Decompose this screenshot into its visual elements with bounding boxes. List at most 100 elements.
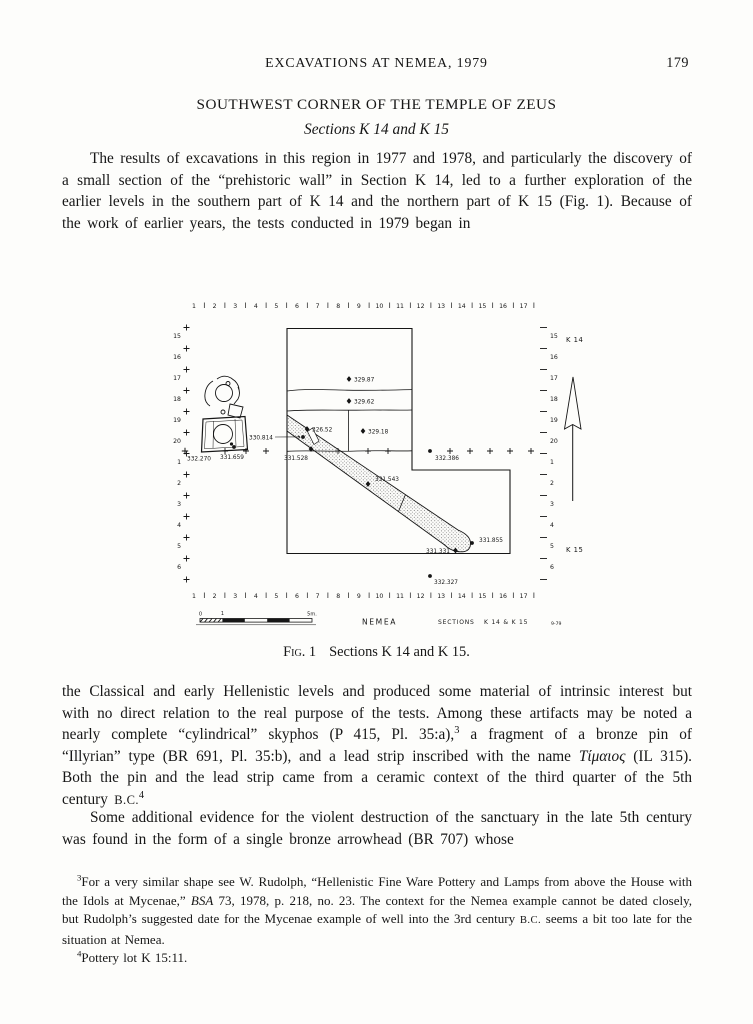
svg-text:5: 5 bbox=[177, 543, 181, 550]
svg-text:329.87: 329.87 bbox=[354, 378, 375, 384]
scale-bar-labels: 0 1 5m. bbox=[199, 611, 317, 618]
svg-text:18: 18 bbox=[550, 396, 558, 403]
page-number: 179 bbox=[666, 55, 689, 71]
svg-text:K 14: K 14 bbox=[566, 336, 583, 344]
paragraph-3: Some additional evidence for the violent… bbox=[62, 809, 692, 848]
svg-text:NEMEA: NEMEA bbox=[362, 618, 397, 627]
grid-columns-bottom: 1 2 3 4 5 6 7 8 9 10 11 12 13 14 15 16 17 bbox=[192, 592, 535, 600]
svg-text:16: 16 bbox=[173, 354, 181, 361]
svg-text:4: 4 bbox=[254, 593, 258, 600]
svg-text:15: 15 bbox=[478, 593, 486, 600]
figure-caption-label: Fig. 1 bbox=[283, 644, 317, 660]
svg-text:331.855: 331.855 bbox=[479, 538, 503, 544]
svg-text:331.528: 331.528 bbox=[284, 456, 308, 462]
svg-text:9: 9 bbox=[357, 303, 361, 310]
excavation-outline bbox=[286, 327, 511, 555]
grid-rows-left: 15 16 17 18 19 20 1 2 3 4 5 6 bbox=[173, 324, 190, 583]
north-arrow-icon bbox=[563, 376, 582, 501]
svg-text:15: 15 bbox=[550, 333, 558, 340]
diagonal-trench bbox=[286, 414, 471, 553]
trench-cross-block bbox=[307, 427, 320, 446]
plan-footer-labels: NEMEA SECTIONS K 14 & K 15 9-79 bbox=[362, 618, 562, 628]
svg-text:15: 15 bbox=[173, 333, 181, 340]
svg-text:332.270: 332.270 bbox=[187, 457, 211, 463]
svg-text:16: 16 bbox=[499, 303, 507, 310]
svg-text:2: 2 bbox=[550, 480, 554, 487]
svg-text:13: 13 bbox=[437, 303, 445, 310]
svg-text:332.386: 332.386 bbox=[435, 456, 459, 462]
svg-text:10: 10 bbox=[375, 303, 383, 310]
svg-text:5: 5 bbox=[550, 543, 554, 550]
svg-text:2: 2 bbox=[213, 303, 217, 310]
svg-text:1: 1 bbox=[177, 459, 181, 466]
svg-text:17: 17 bbox=[520, 303, 528, 310]
svg-text:3: 3 bbox=[233, 593, 237, 600]
svg-text:2: 2 bbox=[177, 480, 181, 487]
svg-text:10: 10 bbox=[375, 593, 383, 600]
svg-text:6: 6 bbox=[295, 303, 299, 310]
svg-text:7: 7 bbox=[316, 303, 320, 310]
svg-text:15: 15 bbox=[478, 303, 486, 310]
svg-text:326.52: 326.52 bbox=[312, 428, 333, 434]
svg-text:11: 11 bbox=[396, 593, 404, 600]
prehistoric-wall-fragment bbox=[204, 375, 244, 419]
paragraph-2: the Classical and early Hellenistic leve… bbox=[62, 683, 692, 808]
svg-text:16: 16 bbox=[550, 354, 558, 361]
svg-text:4: 4 bbox=[177, 522, 181, 529]
trench-cross-line bbox=[398, 494, 406, 512]
svg-text:9: 9 bbox=[357, 593, 361, 600]
svg-text:16: 16 bbox=[499, 593, 507, 600]
square-structure bbox=[200, 415, 249, 453]
svg-text:K 15: K 15 bbox=[566, 546, 583, 554]
svg-text:3: 3 bbox=[550, 501, 554, 508]
svg-text:K 14 & K 15: K 14 & K 15 bbox=[484, 619, 528, 626]
svg-text:20: 20 bbox=[173, 438, 181, 445]
figure-1: 1 2 3 4 5 6 7 8 9 10 11 12 13 14 15 16 17 1 2 3 4 5 6 7 8 9 10 11 1… bbox=[172, 292, 642, 642]
figure-caption-text: Sections K 14 and K 15. bbox=[329, 644, 470, 660]
footnotes: 3For a very similar shape see W. Rudolph… bbox=[62, 873, 692, 968]
svg-text:1: 1 bbox=[550, 459, 554, 466]
svg-text:329.62: 329.62 bbox=[354, 400, 375, 406]
figure-caption: Fig. 1 Sections K 14 and K 15. bbox=[0, 644, 753, 661]
svg-text:11: 11 bbox=[396, 303, 404, 310]
svg-text:19: 19 bbox=[173, 417, 181, 424]
svg-text:7: 7 bbox=[316, 593, 320, 600]
svg-text:3: 3 bbox=[233, 303, 237, 310]
svg-text:5: 5 bbox=[274, 593, 278, 600]
svg-text:18: 18 bbox=[173, 396, 181, 403]
svg-text:1: 1 bbox=[192, 593, 196, 600]
elevation-points: 329.87 329.62 329.18 326.52 330.814 331.528 33… bbox=[181, 376, 503, 586]
svg-text:14: 14 bbox=[458, 593, 466, 600]
svg-text:2: 2 bbox=[213, 593, 217, 600]
article-subtitle: Sections K 14 and K 15 bbox=[304, 121, 449, 138]
paragraph-1: The results of excavations in this regio… bbox=[62, 150, 692, 232]
running-head: EXCAVATIONS AT NEMEA, 1979 179 bbox=[62, 55, 691, 71]
svg-text:6: 6 bbox=[295, 593, 299, 600]
svg-text:8: 8 bbox=[336, 593, 340, 600]
svg-text:330.814: 330.814 bbox=[249, 436, 273, 442]
svg-text:4: 4 bbox=[254, 303, 258, 310]
svg-text:0: 0 bbox=[199, 612, 202, 618]
svg-text:1: 1 bbox=[192, 303, 196, 310]
svg-text:331.659: 331.659 bbox=[220, 455, 244, 461]
svg-text:4: 4 bbox=[550, 522, 554, 529]
scale-bar bbox=[196, 618, 316, 626]
svg-text:6: 6 bbox=[550, 564, 554, 571]
svg-text:9-79: 9-79 bbox=[551, 621, 562, 627]
svg-text:329.18: 329.18 bbox=[368, 430, 389, 436]
svg-text:5m.: 5m. bbox=[307, 612, 317, 618]
grid-columns-top: 1 2 3 4 5 6 7 8 9 10 11 12 13 14 15 16 17 bbox=[192, 302, 535, 310]
svg-text:5: 5 bbox=[274, 303, 278, 310]
footnote-4: 4Pottery lot K 15:11. bbox=[77, 949, 188, 966]
svg-text:SECTIONS: SECTIONS bbox=[438, 619, 475, 626]
svg-text:3: 3 bbox=[177, 501, 181, 508]
running-head-text: EXCAVATIONS AT NEMEA, 1979 bbox=[265, 55, 488, 70]
svg-text:331.543: 331.543 bbox=[375, 477, 399, 483]
svg-text:1: 1 bbox=[221, 611, 224, 617]
svg-text:19: 19 bbox=[550, 417, 558, 424]
strata-divider-middle bbox=[286, 409, 413, 412]
svg-text:20: 20 bbox=[550, 438, 558, 445]
grid-rows-right: 15 16 17 18 19 20 1 2 3 4 5 6 bbox=[540, 327, 558, 580]
article-title: SOUTHWEST CORNER OF THE TEMPLE OF ZEUS bbox=[196, 96, 557, 113]
